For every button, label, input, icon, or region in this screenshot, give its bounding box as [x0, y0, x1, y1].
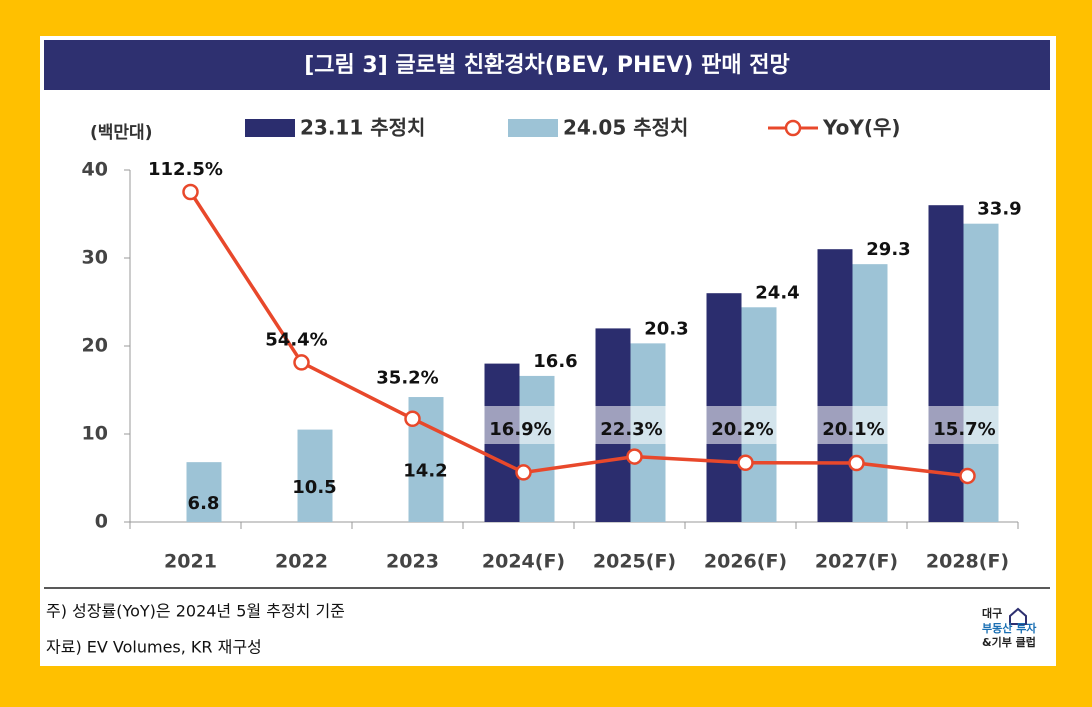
label-box	[595, 406, 666, 444]
bar	[852, 264, 888, 522]
chart-title: [그림 3] 글로벌 친환경차(BEV, PHEV) 판매 전망	[304, 53, 790, 78]
bar	[817, 249, 853, 522]
yoy-point	[404, 410, 421, 427]
yoy-line	[189, 191, 968, 478]
bar	[519, 375, 555, 522]
x-tick-label: 2022	[275, 551, 328, 573]
x-tick-label: 2028(F)	[926, 551, 1009, 573]
bar	[186, 462, 222, 522]
bar	[297, 429, 333, 522]
y-tick-label: 40	[82, 159, 108, 181]
yoy-label: 54.4%	[265, 329, 327, 350]
yoy-label: 15.7%	[933, 419, 995, 440]
footer-source: 자료) EV Volumes, KR 재구성	[46, 638, 262, 657]
value-label: 10.5	[292, 477, 336, 498]
label-box	[928, 406, 999, 444]
y-tick-label: 20	[82, 335, 108, 357]
legend-label: 24.05 추정치	[563, 116, 688, 140]
yoy-label: 20.1%	[822, 419, 884, 440]
y-tick-label: 10	[82, 423, 108, 445]
logo-text: &기부 클럽	[982, 635, 1036, 649]
label-box	[706, 406, 777, 444]
x-tick-label: 2027(F)	[815, 551, 898, 573]
value-label: 29.3	[866, 239, 910, 260]
label-box	[817, 406, 888, 444]
yoy-point	[848, 454, 865, 472]
yoy-label: 16.9%	[489, 419, 551, 440]
x-tick-label: 2024(F)	[482, 551, 565, 573]
title-bar	[44, 40, 1050, 90]
footer-note: 주) 성장률(YoY)은 2024년 5월 추정치 기준	[46, 602, 345, 621]
yoy-point	[293, 354, 310, 371]
yoy-point	[737, 454, 754, 471]
value-label: 33.9	[977, 199, 1021, 220]
y-axis-label: (백만대)	[90, 123, 152, 143]
yoy-point	[515, 464, 532, 481]
yoy-label: 35.2%	[376, 368, 438, 389]
logo-text: 부동산 투자	[982, 621, 1037, 635]
yoy-point	[626, 448, 643, 465]
yoy-point	[182, 183, 199, 201]
value-label: 24.4	[755, 282, 799, 303]
y-tick-label: 30	[82, 247, 108, 269]
yoy-label: 22.3%	[600, 419, 662, 440]
x-tick-label: 2021	[164, 551, 217, 573]
x-tick-label: 2025(F)	[593, 551, 676, 573]
legend-swatch	[508, 119, 558, 137]
y-tick-label: 0	[95, 511, 108, 533]
legend-swatch	[245, 119, 295, 137]
yoy-label: 20.2%	[711, 419, 773, 440]
x-tick-label: 2023	[386, 551, 439, 573]
value-label: 6.8	[188, 493, 220, 514]
legend-label: YoY(우)	[822, 116, 901, 140]
legend-marker	[784, 119, 802, 137]
legend-label: 23.11 추정치	[300, 116, 425, 140]
bar	[928, 205, 964, 522]
yoy-label: 112.5%	[148, 159, 223, 180]
label-box	[484, 406, 555, 444]
value-label: 14.2	[403, 461, 447, 482]
value-label: 20.3	[644, 318, 688, 339]
x-tick-label: 2026(F)	[704, 551, 787, 573]
logo-icon	[1009, 607, 1027, 625]
logo-text: 대구	[982, 606, 1002, 620]
value-label: 16.6	[533, 351, 577, 372]
yoy-point	[959, 467, 976, 485]
